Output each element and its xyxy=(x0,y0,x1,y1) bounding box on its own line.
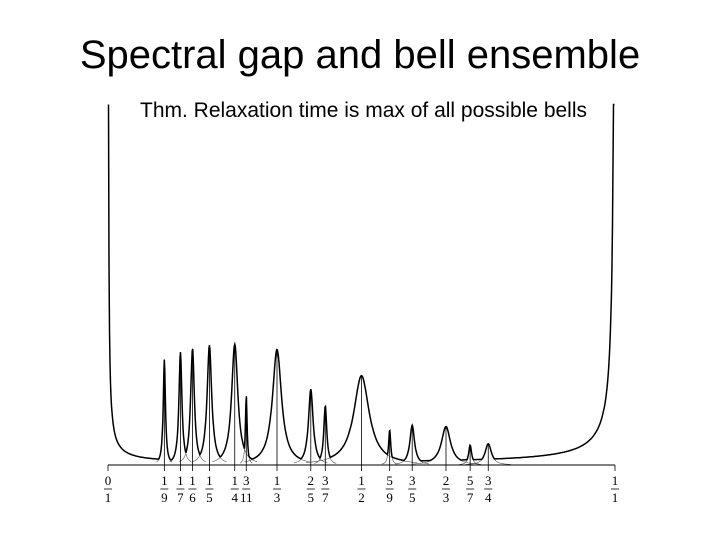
fraction-denominator: 4 xyxy=(485,490,492,505)
fraction-denominator: 3 xyxy=(443,490,450,505)
fraction-numerator: 5 xyxy=(386,473,393,488)
fraction-denominator: 1 xyxy=(612,490,619,505)
fraction-denominator: 5 xyxy=(206,490,213,505)
fraction-numerator: 3 xyxy=(409,473,416,488)
fraction-denominator: 3 xyxy=(274,490,281,505)
fraction-numerator: 1 xyxy=(358,473,365,488)
fraction-numerator: 1 xyxy=(206,473,213,488)
slide-title: Spectral gap and bell ensemble xyxy=(80,33,640,77)
fraction-numerator: 3 xyxy=(243,473,250,488)
fraction-numerator: 3 xyxy=(322,473,329,488)
fraction-denominator: 7 xyxy=(177,490,184,505)
fraction-denominator: 2 xyxy=(358,490,365,505)
fraction-numerator: 2 xyxy=(308,473,315,488)
fraction-numerator: 2 xyxy=(443,473,450,488)
fraction-denominator: 6 xyxy=(189,490,196,505)
fraction-numerator: 1 xyxy=(189,473,196,488)
fraction-denominator: 7 xyxy=(467,490,474,505)
fraction-denominator: 4 xyxy=(232,490,239,505)
fraction-numerator: 1 xyxy=(274,473,281,488)
fraction-denominator: 1 xyxy=(105,490,112,505)
fraction-numerator: 1 xyxy=(232,473,239,488)
slide-subtitle: Thm. Relaxation time is max of all possi… xyxy=(140,99,587,122)
fraction-denominator: 5 xyxy=(308,490,315,505)
fraction-numerator: 1 xyxy=(177,473,184,488)
fraction-denominator: 11 xyxy=(240,490,253,505)
fraction-denominator: 9 xyxy=(386,490,393,505)
fraction-denominator: 5 xyxy=(409,490,416,505)
fraction-numerator: 1 xyxy=(612,473,619,488)
fraction-numerator: 0 xyxy=(105,473,112,488)
fraction-numerator: 1 xyxy=(161,473,168,488)
fraction-numerator: 3 xyxy=(485,473,492,488)
fraction-denominator: 7 xyxy=(322,490,329,505)
fraction-numerator: 5 xyxy=(467,473,474,488)
fraction-denominator: 9 xyxy=(161,490,168,505)
